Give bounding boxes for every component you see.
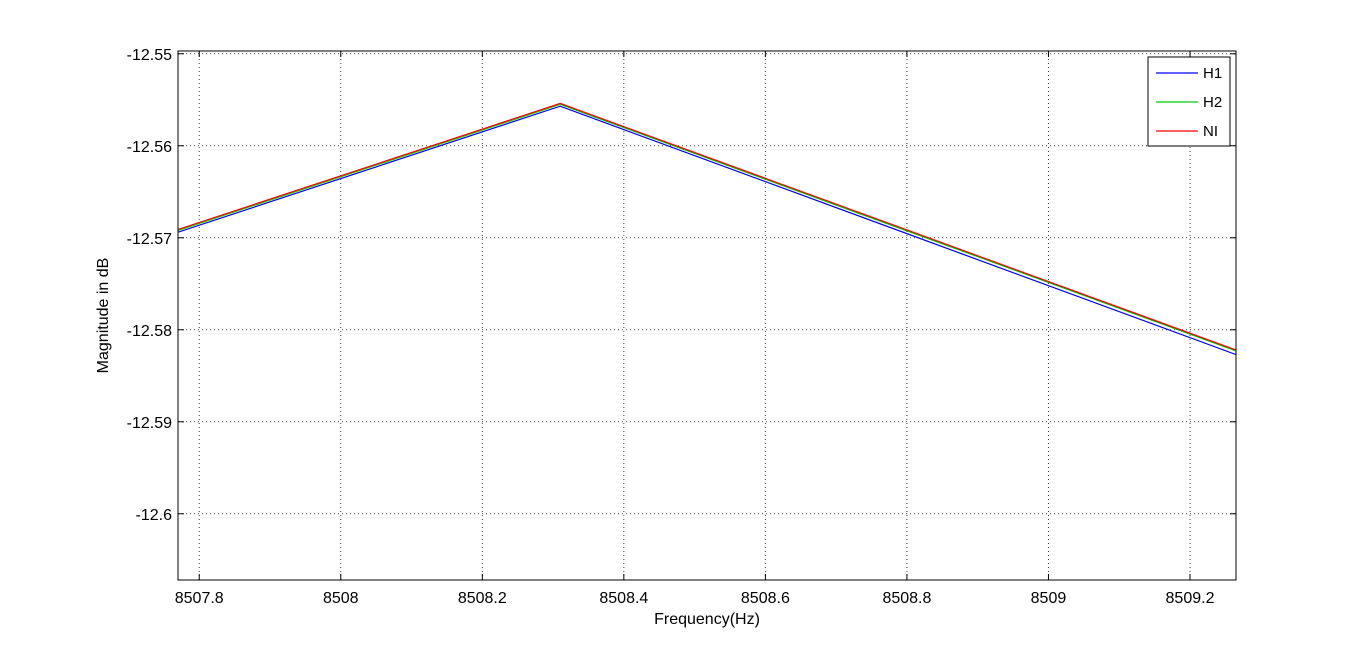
series-lines	[178, 102, 1236, 356]
plot-area	[177, 50, 1237, 581]
x-tick-label: 8508.6	[741, 590, 790, 607]
y-tick-label: -12.6	[136, 507, 173, 524]
x-tick-label: 8508.8	[882, 590, 931, 607]
y-tick-label: -12.56	[127, 139, 172, 156]
x-tick-label: 8507.8	[175, 590, 224, 607]
x-tick-label: 8508.2	[458, 590, 507, 607]
x-tick-labels: 8507.8 8508 8508.2 8508.4 8508.6 8508.8 8509 85…	[175, 590, 1215, 607]
legend: H1 H2 NI	[1147, 56, 1231, 147]
series-line-h2	[178, 103, 1236, 352]
y-axis-label: Magnitude in dB	[95, 258, 112, 374]
x-tick-label: 8508	[323, 590, 359, 607]
series-line-h1	[178, 105, 1236, 356]
series-line-ni	[178, 102, 1236, 351]
legend-items: H1 H2 NI	[1156, 65, 1222, 140]
y-tick-label: -12.57	[127, 231, 172, 248]
y-tick-label: -12.55	[127, 47, 172, 64]
axes-frame	[177, 50, 1237, 581]
x-tick-label: 8508.4	[599, 590, 648, 607]
legend-label-h1: H1	[1203, 65, 1222, 82]
x-axis-label: Frequency(Hz)	[654, 611, 760, 628]
legend-label-ni: NI	[1203, 123, 1218, 140]
y-tick-label: -12.58	[127, 323, 172, 340]
x-tick-label: 8509.2	[1166, 590, 1215, 607]
y-tick-labels: -12.55 -12.56 -12.57 -12.58 -12.59 -12.6	[127, 47, 172, 524]
tick-marks	[178, 51, 1236, 580]
legend-label-h2: H2	[1203, 94, 1222, 111]
x-tick-label: 8509	[1031, 590, 1067, 607]
grid-lines	[178, 51, 1236, 580]
y-tick-label: -12.59	[127, 415, 172, 432]
